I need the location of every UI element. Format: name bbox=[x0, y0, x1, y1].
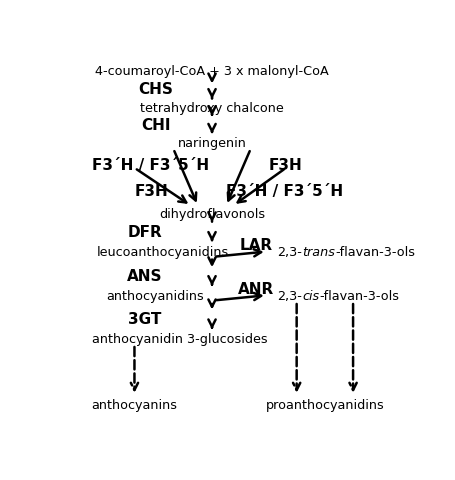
Text: CHS: CHS bbox=[138, 82, 173, 96]
Text: anthocyanidins: anthocyanidins bbox=[107, 289, 204, 302]
Text: 2,3-: 2,3- bbox=[277, 246, 302, 259]
Text: dihydroflavonols: dihydroflavonols bbox=[159, 207, 265, 220]
Text: 3GT: 3GT bbox=[128, 312, 162, 326]
Text: cis: cis bbox=[302, 289, 319, 302]
Text: F3H: F3H bbox=[135, 183, 168, 198]
Text: ANR: ANR bbox=[238, 281, 274, 297]
Text: anthocyanins: anthocyanins bbox=[91, 398, 177, 411]
Text: anthocyanidin 3-glucosides: anthocyanidin 3-glucosides bbox=[92, 332, 268, 345]
Text: F3´H / F3´5´H: F3´H / F3´5´H bbox=[92, 157, 209, 172]
Text: ANS: ANS bbox=[127, 269, 163, 284]
Text: proanthocyanidins: proanthocyanidins bbox=[266, 398, 384, 411]
Text: F3´H / F3´5´H: F3´H / F3´5´H bbox=[226, 183, 343, 198]
Text: 4-coumaroyl-CoA + 3 x malonyl-CoA: 4-coumaroyl-CoA + 3 x malonyl-CoA bbox=[95, 65, 329, 78]
Text: -flavan-3-ols: -flavan-3-ols bbox=[319, 289, 399, 302]
Text: -flavan-3-ols: -flavan-3-ols bbox=[335, 246, 415, 259]
Text: CHI: CHI bbox=[141, 118, 170, 132]
Text: LAR: LAR bbox=[239, 238, 273, 253]
Text: F3H: F3H bbox=[268, 157, 302, 172]
Text: 2,3-: 2,3- bbox=[277, 289, 302, 302]
Text: leucoanthocyanidins: leucoanthocyanidins bbox=[96, 246, 229, 259]
Text: trans: trans bbox=[302, 246, 335, 259]
Text: DFR: DFR bbox=[128, 225, 162, 240]
Text: tetrahydroxy chalcone: tetrahydroxy chalcone bbox=[140, 101, 284, 114]
Text: naringenin: naringenin bbox=[177, 137, 247, 150]
